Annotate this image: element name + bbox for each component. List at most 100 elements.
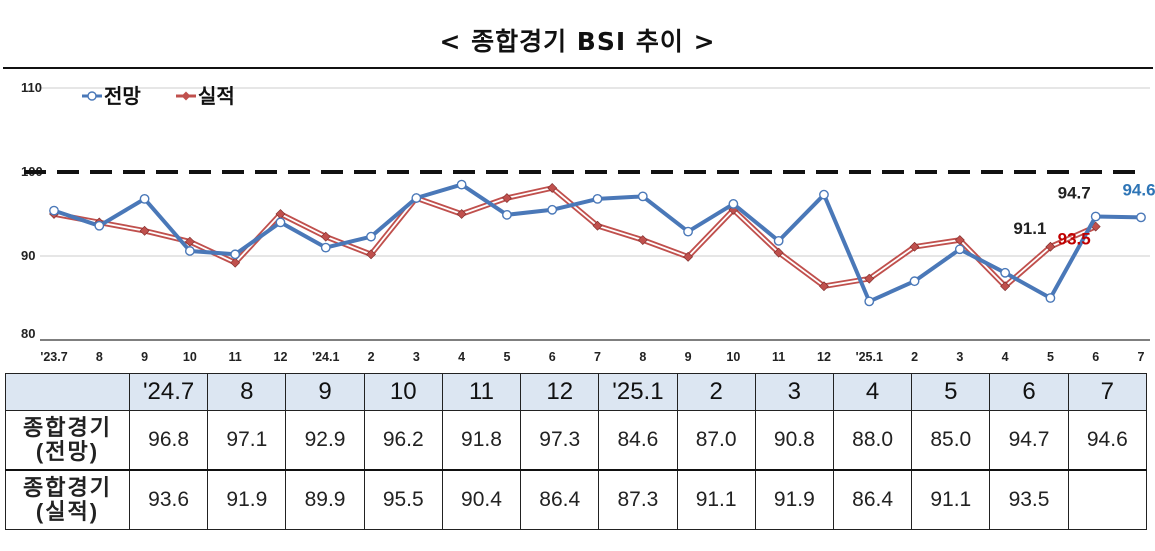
row-label-line2: (전망) <box>35 439 100 464</box>
series-forecast-point <box>184 246 195 256</box>
series-forecast-point <box>637 191 648 202</box>
series-actual-point <box>592 220 603 231</box>
series-forecast <box>49 179 1146 307</box>
x-tick-label: 6 <box>1092 350 1099 364</box>
table-cell: 97.1 <box>207 410 287 471</box>
x-tick-label: 9 <box>685 350 692 364</box>
table-cell: 91.8 <box>441 410 522 471</box>
table-header-cell: 3 <box>754 373 834 411</box>
x-tick-label: 12 <box>274 350 288 364</box>
table-header-cell: 9 <box>285 373 365 411</box>
table-header-cell: 2 <box>676 373 756 411</box>
legend-swatch-marker <box>87 91 97 101</box>
series-actual-point <box>1000 281 1011 292</box>
series-forecast-point <box>954 244 965 255</box>
table-cell: 88.0 <box>832 410 913 471</box>
x-tick-label: '24.1 <box>312 350 339 364</box>
x-tick-label: 10 <box>726 350 740 364</box>
series-actual <box>49 183 1101 292</box>
x-tick-label: 10 <box>183 350 197 364</box>
series-forecast-point <box>1045 293 1056 303</box>
table-cell: 85.0 <box>911 410 991 471</box>
series-actual-point <box>1045 241 1056 252</box>
table-cell: 89.9 <box>285 469 365 530</box>
series-actual-point <box>139 225 150 236</box>
x-tick-label: 7 <box>1138 350 1145 364</box>
legend-item: 전망 <box>82 84 141 108</box>
series-actual-point <box>819 281 829 292</box>
x-tick-label: 2 <box>368 350 375 364</box>
series-forecast-point <box>275 217 286 228</box>
legend-label: 실적 <box>198 84 235 108</box>
series-forecast-point <box>320 242 331 253</box>
table-cell: 96.8 <box>128 410 209 471</box>
table-cell: 94.7 <box>989 410 1069 471</box>
x-tick-label: 3 <box>413 350 420 364</box>
data-table: '24.7 8 9 10 11 12'25.1 2 3 4 5 6 7 종합경기 (전망) 96.8 97.… <box>5 373 1148 530</box>
table-header-cell: 6 <box>989 373 1069 411</box>
x-tick-label: '23.7 <box>40 350 67 364</box>
series-forecast-point <box>819 189 829 200</box>
annotations: 91.1 94.7 94.6 93.5 <box>1013 180 1155 248</box>
data-label: 93.5 <box>1058 230 1091 249</box>
table-row: 종합경기 (전망) 96.8 97.1 92.9 96.2 91.8 97.3 84.6 87.0… <box>5 410 1148 471</box>
series-forecast-point <box>456 179 467 190</box>
x-tick-label: 12 <box>817 350 831 364</box>
table-header-cell: 5 <box>911 373 991 411</box>
table-header-cell: 11 <box>441 373 522 411</box>
series-actual-point <box>501 193 512 203</box>
series-forecast-point <box>547 204 558 215</box>
table-header-cell: 4 <box>832 373 913 411</box>
table-cell: 97.3 <box>520 410 600 471</box>
y-axis: 8090100110 <box>21 80 43 341</box>
series-actual-point <box>230 257 241 268</box>
series-forecast-point <box>909 276 920 287</box>
table-header-row: '24.7 8 9 10 11 12'25.1 2 3 4 5 6 7 <box>5 373 1148 411</box>
table-row-label: 종합경기 (실적) <box>5 469 130 530</box>
series-actual-point <box>909 241 920 252</box>
x-tick-label: 5 <box>1047 350 1054 364</box>
series-forecast-point <box>773 235 784 246</box>
table-cell <box>1067 469 1148 530</box>
table-cell: 91.9 <box>207 469 287 530</box>
legend: 전망 실적 <box>82 84 235 108</box>
table-cell: 86.4 <box>520 469 600 530</box>
series-forecast-point <box>1090 211 1101 222</box>
table-cell: 90.8 <box>754 410 834 471</box>
x-tick-label: '25.1 <box>856 350 883 364</box>
legend-label: 전망 <box>104 84 141 108</box>
x-tick-label: 8 <box>639 350 646 364</box>
table-cell: 87.3 <box>598 469 678 530</box>
series-forecast-point <box>366 231 376 242</box>
y-tick-label: 90 <box>21 248 35 263</box>
series-forecast-point <box>1136 212 1146 223</box>
y-tick-label: 80 <box>21 326 35 341</box>
x-tick-label: 3 <box>956 350 963 364</box>
table-corner-cell <box>5 373 130 411</box>
table-cell: 87.0 <box>676 410 756 471</box>
table-cell: 91.1 <box>911 469 991 530</box>
series-actual-point <box>456 209 467 219</box>
x-tick-label: 4 <box>458 350 465 364</box>
x-tick-label: 8 <box>96 350 103 364</box>
series-forecast-point <box>49 205 59 216</box>
table-header-cell: '25.1 <box>598 373 678 411</box>
table-cell: 92.9 <box>285 410 365 471</box>
grid-lines <box>40 87 1150 341</box>
data-label: 91.1 <box>1013 219 1046 238</box>
table-cell: 93.6 <box>128 469 209 530</box>
series-forecast-point <box>1000 267 1011 278</box>
series-actual-point <box>864 273 875 284</box>
x-tick-label: 7 <box>594 350 601 364</box>
series-actual-line-inner <box>53 187 1097 288</box>
line-chart: 8090100110 '23.789101112'24.123456789101… <box>3 67 1155 364</box>
series-actual-point <box>683 251 694 262</box>
series-forecast-point <box>864 296 875 307</box>
y-tick-label: 110 <box>21 80 42 95</box>
series-actual-point <box>637 235 648 245</box>
table-header-cell: '24.7 <box>128 373 209 411</box>
series-forecast-point <box>411 193 422 203</box>
table-header-cell: 7 <box>1067 373 1148 411</box>
table-cell: 84.6 <box>598 410 678 471</box>
x-tick-label: 9 <box>141 350 148 364</box>
